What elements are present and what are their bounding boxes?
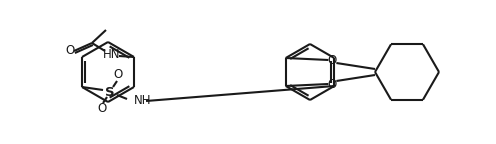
Text: O: O (328, 54, 337, 67)
Text: O: O (65, 44, 74, 57)
Text: O: O (328, 77, 337, 90)
Text: O: O (114, 69, 123, 82)
Text: O: O (97, 103, 107, 115)
Text: S: S (105, 86, 115, 98)
Text: NH: NH (134, 94, 151, 108)
Text: HN: HN (103, 49, 121, 61)
